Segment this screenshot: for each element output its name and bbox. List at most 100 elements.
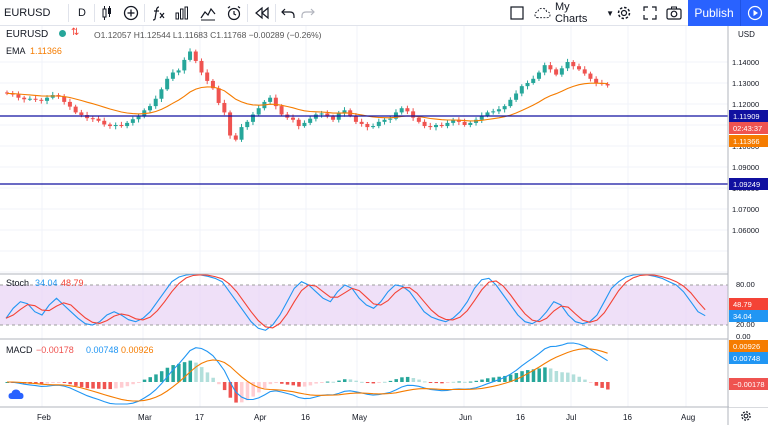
candle-body xyxy=(439,125,444,127)
macd-hist-bar xyxy=(39,382,44,385)
compare-button[interactable] xyxy=(172,3,192,23)
time-tick-label: 16 xyxy=(516,413,525,422)
publish-label: Publish xyxy=(694,6,734,20)
candle-body xyxy=(428,126,433,128)
alert-button[interactable] xyxy=(224,3,244,23)
stoch-k-badge-text: 34.04 xyxy=(733,312,752,321)
legend-symbol[interactable]: EURUSD xyxy=(6,29,49,40)
bar-style-button[interactable] xyxy=(98,3,116,23)
ema-line xyxy=(6,82,608,122)
macd-hist-bar xyxy=(360,381,364,383)
candle-body xyxy=(296,119,301,127)
price-badge-lower xyxy=(729,178,768,190)
candle-body xyxy=(136,116,141,120)
ema-badge-text: 1.11366 xyxy=(733,137,760,146)
my-charts-label: My Charts xyxy=(554,1,588,25)
macd-hist-bar xyxy=(514,373,519,382)
macd-hist-bar xyxy=(137,382,141,383)
ema-legend-label[interactable]: EMA xyxy=(6,46,26,56)
candle-body xyxy=(594,78,599,83)
replay-button[interactable] xyxy=(252,3,272,23)
macd-hist-bar xyxy=(480,379,484,382)
candle-body xyxy=(210,80,215,89)
price-tick-label: 1.13000 xyxy=(732,79,759,88)
compare-icon xyxy=(175,6,188,20)
macd-hist-bar xyxy=(463,381,467,383)
time-axis[interactable]: Feb Mar 17 Apr 16 May Jun 16 Jul 16 Aug xyxy=(37,413,695,422)
candle-body xyxy=(565,62,570,69)
candle-body xyxy=(382,119,387,122)
video-button[interactable] xyxy=(740,0,768,26)
macd-hist-bar xyxy=(51,382,55,383)
tradingview-logo[interactable] xyxy=(8,388,24,402)
settings-button[interactable] xyxy=(615,3,633,23)
macd-hist-bar xyxy=(554,370,559,382)
price-tick-label: 1.06000 xyxy=(732,226,759,235)
fullscreen-button[interactable] xyxy=(641,3,659,23)
macd-hist-bar xyxy=(314,382,318,384)
macd-hist-bar xyxy=(182,362,187,382)
layout-button[interactable] xyxy=(508,3,526,23)
candle-body xyxy=(205,72,210,81)
add-symbol-button[interactable] xyxy=(121,3,141,23)
layout-icon xyxy=(510,6,524,20)
indicators-button[interactable] xyxy=(148,3,168,23)
publish-button[interactable]: Publish xyxy=(688,0,740,26)
fx-indicators-icon xyxy=(152,6,165,21)
candle-body xyxy=(399,108,404,113)
candle-body xyxy=(233,135,238,140)
candle-body xyxy=(188,51,193,60)
macd-hist-bar xyxy=(451,381,456,383)
candle-body xyxy=(302,122,307,127)
candle-body xyxy=(73,106,78,113)
macd-hist-bar xyxy=(428,382,433,383)
chart-area[interactable]: USD1.140001.130001.120001.110001.100001.… xyxy=(0,26,768,425)
macd-hist-bar xyxy=(440,382,444,384)
macd-hist-bar xyxy=(594,382,599,386)
interval-button[interactable]: D xyxy=(72,3,92,23)
axis-settings-button[interactable] xyxy=(740,410,752,424)
macd-hist-badge xyxy=(729,378,768,390)
macd-legend-label[interactable]: MACD xyxy=(6,345,33,355)
macd-hist-bar xyxy=(508,374,513,382)
candle-body xyxy=(228,112,233,136)
candle-body xyxy=(468,122,473,125)
macd-hist-bar xyxy=(251,382,255,397)
macd-hist-bar xyxy=(91,382,95,389)
candle-body xyxy=(319,113,324,115)
price-badge-upper xyxy=(729,110,768,122)
macd-hist-bar xyxy=(365,382,370,384)
stoch-d-badge xyxy=(729,298,768,310)
candle-body xyxy=(405,108,410,112)
candle-body xyxy=(256,108,261,115)
candle-body xyxy=(113,125,118,127)
candle-body xyxy=(496,109,501,112)
my-charts-button[interactable]: My Charts ▼ xyxy=(534,1,614,25)
price-badge-upper-text: 1.11909 xyxy=(733,112,760,121)
candle-body xyxy=(107,124,112,127)
time-tick-label: Aug xyxy=(681,413,695,422)
macd-hist-bar xyxy=(348,379,353,382)
macd-hist-bar xyxy=(68,382,72,385)
symbol-search[interactable]: EURUSD xyxy=(4,3,56,23)
macd-hist-bar xyxy=(503,375,507,382)
templates-button[interactable] xyxy=(198,3,218,23)
macd-hist-bar xyxy=(560,372,564,382)
replay-icon xyxy=(255,6,269,20)
chart-canvas[interactable]: USD1.140001.130001.120001.110001.100001.… xyxy=(0,26,768,425)
macd-hist-bar xyxy=(371,382,376,384)
candle-body xyxy=(39,99,44,101)
macd-hist-bar xyxy=(377,382,381,383)
undo-button[interactable] xyxy=(279,3,297,23)
screenshot-button[interactable] xyxy=(665,3,683,23)
candle-body xyxy=(130,119,135,123)
candle-body xyxy=(90,118,95,120)
redo-button[interactable] xyxy=(299,3,317,23)
macd-hist-bar xyxy=(423,381,427,383)
stoch-legend-label[interactable]: Stoch xyxy=(6,278,30,288)
candle-body xyxy=(22,97,27,100)
macd-hist-badge-text: −0.00178 xyxy=(733,380,765,389)
macd-hist-bar xyxy=(154,374,158,382)
macd-hist-bar xyxy=(131,382,135,385)
macd-hist-bar xyxy=(411,377,416,382)
